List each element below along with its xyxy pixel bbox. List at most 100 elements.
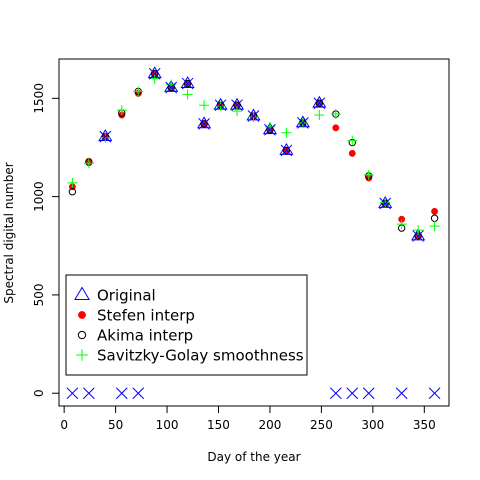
cross-b [148, 67, 161, 80]
legend-label: Savitzky-Golay smoothness [97, 347, 304, 365]
cross-b [362, 387, 375, 400]
data-point [264, 123, 276, 136]
data-point [182, 89, 193, 100]
data-point [82, 387, 95, 400]
data-point [297, 117, 309, 129]
data-point [215, 101, 226, 112]
cross-b [66, 387, 79, 400]
data-point [429, 221, 440, 232]
data-point [247, 110, 260, 122]
cross-b [428, 387, 441, 400]
data-point [329, 387, 342, 400]
x-tick-label: 200 [258, 418, 281, 432]
legend: Original Stefen interp Akima interp Savitzk… [65, 274, 308, 376]
data-point [231, 99, 243, 112]
x-axis-label: Day of the year [207, 450, 300, 464]
data-point [412, 230, 424, 242]
data-point [165, 81, 178, 94]
y-tick-label: 500 [32, 283, 46, 306]
data-point [315, 99, 324, 107]
cross-b [115, 387, 128, 400]
zero-markers [66, 387, 441, 400]
data-point [314, 110, 325, 121]
y-tick-label: 1000 [32, 181, 46, 212]
data-point [332, 124, 340, 132]
data-point [362, 387, 375, 400]
legend-marker [78, 311, 86, 319]
legend-label: Akima interp [97, 327, 193, 345]
cross-b [379, 197, 392, 210]
data-point [280, 144, 293, 157]
data-point [281, 127, 292, 138]
cross-b [395, 387, 408, 400]
cross-b [412, 230, 424, 242]
data-point [232, 106, 243, 117]
data-point [363, 169, 374, 180]
cross-b [231, 99, 243, 112]
plot-layer: 0 50 100 150 200 250 300 350 0 500 1000 1500 Origina… [32, 58, 450, 432]
data-point [347, 135, 358, 146]
data-point [248, 111, 259, 122]
x-tick-label: 0 [60, 418, 68, 432]
data-point [149, 73, 160, 84]
data-point [282, 146, 291, 155]
data-point [132, 387, 145, 400]
data-point [431, 207, 439, 215]
data-point [83, 158, 94, 169]
data-point [413, 225, 424, 236]
data-point [99, 130, 112, 143]
legend-marker [76, 349, 88, 361]
y-axis-label: Spectral digital number [2, 162, 16, 303]
cross-b [329, 387, 342, 400]
x-tick-label: 150 [207, 418, 230, 432]
cross-b [247, 110, 260, 122]
y-tick-label: 1500 [32, 83, 46, 114]
data-point [133, 86, 144, 97]
data-point [198, 118, 210, 130]
data-point [200, 120, 208, 128]
cross-b [132, 387, 145, 400]
data-point [313, 97, 326, 110]
data-point [116, 105, 127, 116]
legend-label: Original [97, 287, 156, 305]
legend-marker [77, 330, 87, 340]
data-point [214, 99, 227, 112]
data-point [348, 149, 356, 157]
data-point [199, 100, 210, 111]
data-point [379, 197, 392, 210]
data-point [430, 214, 439, 222]
cross-b [280, 144, 293, 157]
cross-b [198, 118, 210, 130]
data-point [181, 77, 194, 90]
original-cross-markers [99, 67, 424, 242]
data-point [330, 109, 341, 120]
legend-box [65, 274, 308, 376]
cross-b [264, 123, 276, 136]
x-tick-label: 250 [310, 418, 333, 432]
data-point [346, 387, 359, 400]
data-point [428, 387, 441, 400]
series-original [98, 66, 426, 241]
data-point [115, 387, 128, 400]
data-point [380, 197, 391, 208]
cross-b [99, 130, 112, 143]
x-tick-label: 50 [108, 418, 123, 432]
legend-label: Stefen interp [97, 307, 195, 325]
y-tick-label: 0 [32, 389, 46, 397]
cross-b [181, 77, 194, 90]
data-point [66, 387, 79, 400]
cross-b [297, 117, 309, 129]
data-point [67, 177, 78, 188]
series-akima-interp [68, 70, 439, 240]
data-point [183, 79, 192, 88]
legend-marker [74, 286, 90, 300]
x-tick-label: 100 [156, 418, 179, 432]
cross-b [165, 81, 178, 94]
data-point [148, 67, 161, 80]
x-tick-label: 350 [413, 418, 436, 432]
data-point [396, 219, 407, 230]
plot-frame [58, 58, 450, 407]
data-point [395, 387, 408, 400]
series-savitzky-golay-smoothness [67, 73, 440, 236]
